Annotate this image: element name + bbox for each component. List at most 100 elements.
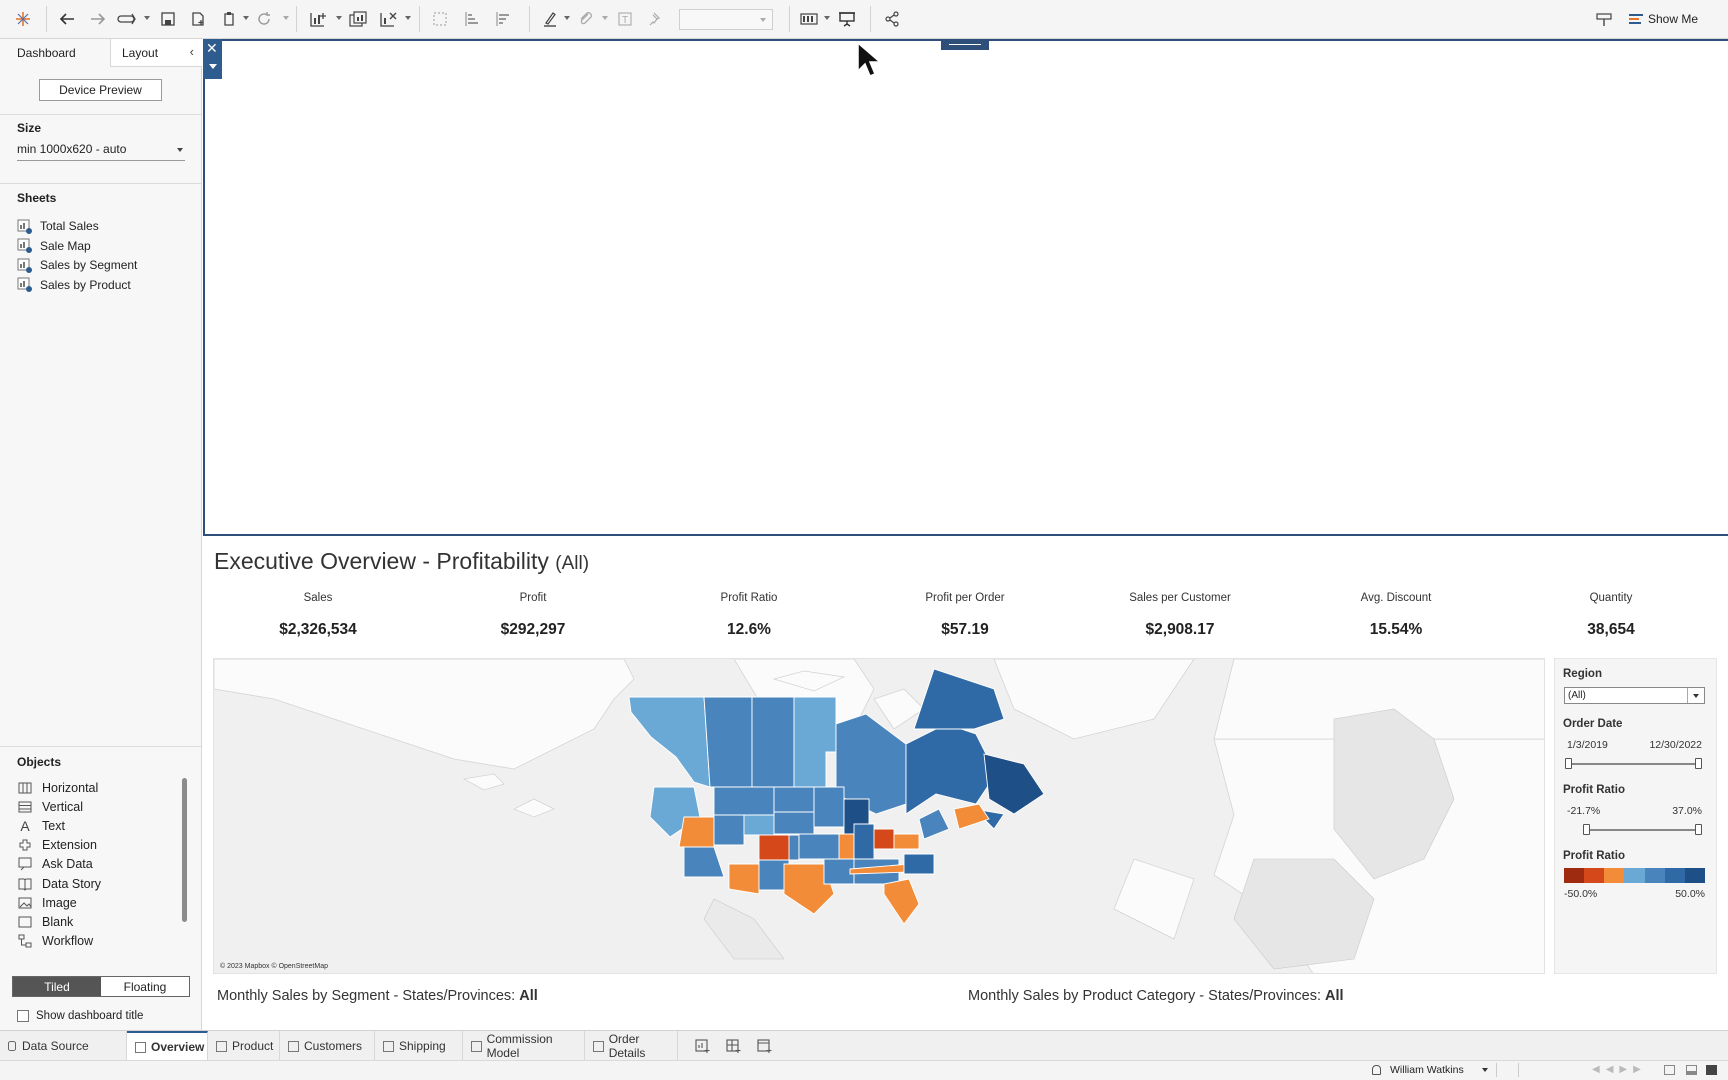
tooltip-icon[interactable] [1593,7,1615,31]
product-sheet-title-text: Monthly Sales by Product Category - Stat… [968,988,1321,1004]
segment-sheet-title: Monthly Sales by Segment - States/Provin… [217,988,538,1004]
sheet-navigation-icon[interactable]: ◀◀▶▶ [1592,1064,1647,1075]
tab-commission-model[interactable]: Commission Model [463,1031,585,1061]
kpi-avg-discount: Avg. Discount 15.54% [1316,592,1476,639]
kpi-value: 12.6% [727,621,771,638]
new-dashboard-tab-icon[interactable] [723,1034,745,1058]
pause-updates-icon[interactable] [218,7,240,31]
tab-data-source[interactable]: Data Source [0,1031,127,1061]
undo-icon[interactable] [56,7,78,31]
tab-shipping[interactable]: Shipping [375,1031,463,1061]
object-item-vertical[interactable]: Vertical [17,797,83,816]
floating-button[interactable]: Floating [101,977,189,996]
sheet-item[interactable]: Total Sales [17,217,99,235]
object-label: Horizontal [42,780,99,795]
order-date-end-handle[interactable] [1695,758,1702,769]
object-item-image[interactable]: Image [17,893,77,912]
sheet-tab-bar: Data Source Overview Product Customers Ship… [0,1030,1728,1061]
horizontal-icon [17,780,33,796]
tiled-button[interactable]: Tiled [13,977,101,996]
show-dashboard-title-checkbox[interactable]: Show dashboard title [17,1008,143,1024]
kpi-label: Profit Ratio [720,592,778,604]
segment-sheet-title-value: All [519,988,538,1004]
object-item-workflow[interactable]: Workflow [17,932,93,951]
tab-label: Commission Model [486,1032,553,1060]
kpi-value: 15.54% [1369,621,1423,638]
objects-section-title: Objects [17,755,62,769]
order-date-start-handle[interactable] [1565,758,1572,769]
tab-customers[interactable]: Customers [280,1031,375,1061]
show-me-button[interactable]: Show Me [1629,9,1698,29]
object-label: Workflow [42,934,94,949]
legend-max: 50.0% [1675,888,1705,900]
object-label: Ask Data [42,857,93,872]
profit-ratio-max-handle[interactable] [1695,824,1702,835]
highlight-icon[interactable] [539,7,561,31]
profit-ratio-slider[interactable] [1585,829,1695,831]
object-item-data-story[interactable]: Data Story [17,874,101,893]
redo-icon[interactable] [87,7,109,31]
database-icon [8,1041,16,1051]
tabs-view-icon[interactable] [1706,1065,1717,1075]
tableau-logo-icon[interactable] [12,7,34,31]
save-icon[interactable] [157,7,179,31]
sale-map[interactable]: © 2023 Mapbox © OpenStreetMap [213,658,1545,974]
filmstrip-icon[interactable] [1686,1065,1697,1075]
object-item-text[interactable]: A Text [17,816,65,835]
tab-product[interactable]: Product [208,1031,280,1061]
object-item-horizontal[interactable]: Horizontal [17,778,98,797]
kpi-value: $2,908.17 [1145,621,1215,638]
fit-dropdown[interactable] [679,9,773,30]
region-filter-dropdown[interactable]: (All) [1564,687,1705,704]
text-icon: A [20,817,30,834]
device-preview-button[interactable]: Device Preview [39,79,162,101]
tab-overview[interactable]: Overview [127,1031,208,1061]
legend-swatch [1584,868,1605,883]
close-icon[interactable]: ✕ [206,40,218,56]
group-members-icon[interactable] [575,7,597,31]
new-story-tab-icon[interactable] [754,1034,776,1058]
profit-ratio-min-handle[interactable] [1583,824,1590,835]
new-worksheet-tab-icon[interactable] [692,1034,714,1058]
chevron-down-icon [1482,1068,1488,1072]
selected-blank-container[interactable] [203,39,1728,536]
show-cards-icon[interactable] [798,7,820,31]
drag-handle[interactable] [941,39,989,50]
replay-icon[interactable] [115,7,139,31]
legend-swatch [1664,868,1686,883]
size-dropdown[interactable]: min 1000x620 - auto [17,142,185,161]
swap-rows-columns-icon[interactable] [429,7,451,31]
object-item-blank[interactable]: Blank [17,912,73,931]
clear-sheet-icon[interactable] [377,7,399,31]
kpi-label: Profit per Order [925,592,1005,604]
collapse-panel-icon[interactable]: ‹ [189,44,194,59]
presentation-mode-icon[interactable] [836,7,858,31]
toolbar: T Show Me [0,0,1728,39]
tab-layout[interactable]: Layout ‹ [110,39,202,67]
object-item-extension[interactable]: Extension [17,836,97,855]
objects-scrollbar[interactable] [182,778,187,922]
new-data-source-icon[interactable] [187,7,209,31]
object-item-ask-data[interactable]: Ask Data [17,855,93,874]
user-menu[interactable]: William Watkins [1372,1062,1488,1078]
more-options-icon[interactable] [209,64,217,69]
sheet-item[interactable]: Sales by Product [17,276,131,294]
sheet-sorter-icon[interactable] [1664,1065,1675,1075]
share-icon[interactable] [881,7,903,31]
image-icon [17,895,33,911]
fix-axes-icon[interactable] [645,7,667,31]
order-date-slider[interactable] [1567,763,1697,765]
sheet-item[interactable]: Sale Map [17,237,91,255]
size-section-title: Size [17,121,42,135]
sort-ascending-icon[interactable] [461,7,483,31]
tab-dashboard[interactable]: Dashboard [17,39,109,67]
refresh-icon[interactable] [253,7,275,31]
sort-descending-icon[interactable] [492,7,514,31]
kpi-profit: Profit $292,297 [453,592,613,639]
sheet-item[interactable]: Sales by Segment [17,256,137,274]
duplicate-sheet-icon[interactable] [347,7,369,31]
status-bar [0,1060,1728,1080]
show-mark-labels-icon[interactable]: T [614,7,636,31]
tab-order-details[interactable]: Order Details [585,1031,678,1061]
new-worksheet-icon[interactable] [306,7,330,31]
